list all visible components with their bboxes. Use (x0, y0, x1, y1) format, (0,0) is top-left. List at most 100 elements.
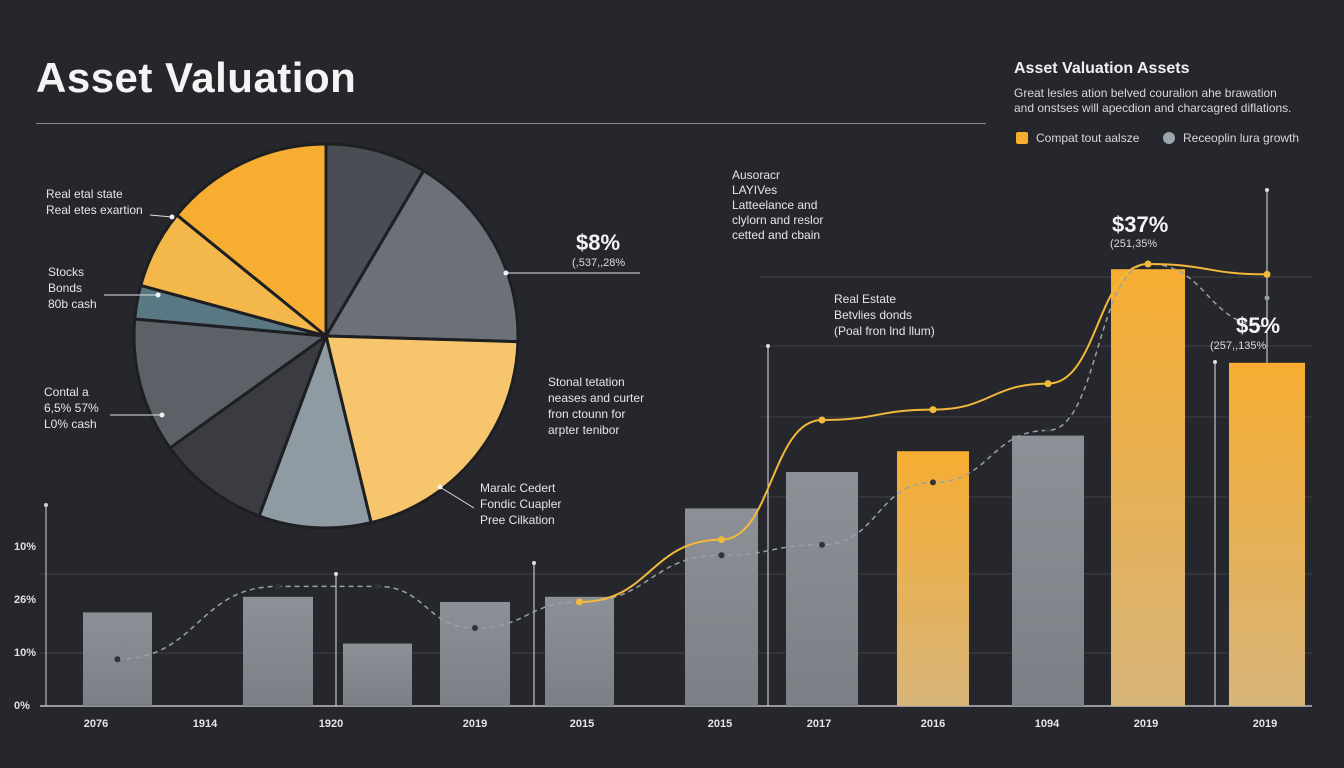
pie-slice-orange (174, 142, 328, 340)
pie-label-contal-line-2: 6,5% 57% (44, 401, 99, 415)
x-tick-label: 1920 (318, 718, 344, 730)
pie-label-stocks-line-1: Stocks (48, 265, 85, 279)
solid-line-point (1044, 380, 1052, 388)
bar-2017 (786, 472, 858, 706)
pie-label-stocks-line-2: Bonds (48, 281, 83, 295)
bar-2019 (440, 602, 510, 706)
solid-line-point (1263, 270, 1271, 278)
y-tick-label: 26% (14, 594, 37, 606)
bar-2015 (545, 596, 614, 706)
legend-item-1-label: Compat tout aalsze (1036, 131, 1140, 145)
marker-cap (1213, 360, 1217, 364)
annotation-ausoracr-line-4: clylorn and reslor (732, 213, 824, 227)
legend-subtitle: Great lesles ation belved couralion ahe … (1014, 86, 1334, 116)
leader-dot (437, 484, 443, 490)
bar-callout-2-sub: (257,,135% (1210, 340, 1267, 352)
pie-slice-charcoal (167, 331, 330, 518)
x-tick-label: 2019 (1133, 718, 1159, 730)
pie-label-real-estate: Real etal state Real etes exartion (46, 186, 143, 218)
title-divider (36, 123, 986, 124)
line-series-dashed (117, 263, 1268, 660)
solid-line-point (718, 536, 725, 544)
pie-label-contal: Contal a 6,5% 57% L0% cash (44, 384, 99, 432)
pie-slice-blue-gray (257, 330, 373, 530)
pie-slice-gray (323, 168, 520, 344)
page-title: Asset Valuation (36, 54, 357, 101)
marker-cap (334, 572, 338, 576)
solid-line-point (1144, 260, 1152, 268)
pie-label-maralc-line-3: Pree Cilkation (480, 513, 555, 527)
x-tick-label: 2019 (1252, 718, 1278, 730)
legend-item-1: Compat tout aalsze (1016, 131, 1139, 145)
bar-1920 (343, 643, 412, 706)
legend-item-2: Receoplin lura growth (1163, 131, 1299, 145)
leader-dot (159, 412, 165, 418)
legend-swatch-orange (1016, 132, 1028, 144)
bar-1914 (243, 596, 313, 706)
pie-layer (132, 142, 520, 530)
y-tick-label: 10% (14, 541, 37, 553)
marker-cap-lower (1264, 295, 1270, 301)
dashed-line-point (1045, 427, 1051, 434)
pie-label-maralc-line-2: Fondic Cuapler (480, 497, 562, 511)
annotation-ausoracr-line-3: Latteelance and (732, 198, 818, 212)
leader-dot (155, 292, 161, 298)
pie-slice-dark-slate (324, 142, 426, 342)
pie-label-stonal: Stonal tetation neases and curter fron c… (548, 374, 644, 438)
dashed-line-point (819, 541, 825, 548)
legend-subtitle-line-1: Great lesles ation belved couralion ahe … (1014, 86, 1277, 100)
annotation-ausoracr: Ausoracr LAYIVes Latteelance and clylorn… (732, 168, 823, 243)
x-tick-label: 2017 (806, 718, 832, 730)
pie-label-real-estate-line-2: Real etes exartion (46, 203, 143, 217)
marker-cap (766, 344, 770, 348)
leader-lines (104, 214, 640, 509)
legend-title: Asset Valuation Assets (1014, 60, 1190, 77)
pie-label-stonal-line-3: fron ctounn for (548, 407, 626, 421)
pie-slice-mid-gray (132, 317, 331, 451)
legend-swatch-gray (1163, 132, 1175, 144)
x-tick-label: 2076 (83, 718, 109, 730)
dashed-line-point (275, 583, 281, 590)
x-tick-label: 2019 (462, 718, 488, 730)
y-axis-cap (44, 503, 48, 507)
annotation-real-estate-line-1: Real Estate (834, 292, 897, 306)
x-tick-label: 2016 (920, 718, 946, 730)
x-tick-label: 2015 (707, 718, 733, 730)
legend-subtitle-line-2: and onstses will apecdion and charcagred… (1014, 101, 1292, 115)
pie-label-stonal-line-2: neases and curter (548, 391, 645, 405)
bar-2019 (1111, 269, 1185, 706)
pie-label-stocks: Stocks Bonds 80b cash (48, 264, 97, 312)
pie-slice-light-orange (324, 334, 520, 525)
leader-line (149, 214, 173, 218)
pie-label-contal-line-3: L0% cash (44, 417, 97, 431)
y-tick-label: 0% (14, 700, 30, 712)
pie-label-stonal-line-4: arpter tenibor (548, 423, 620, 437)
annotation-real-estate-line-2: Betvlies donds (834, 308, 913, 322)
pie-callout-sub: (,537,,28% (572, 257, 626, 269)
line-series-solid (579, 262, 1268, 603)
leader-dot (503, 270, 509, 276)
dashed-line-point (472, 625, 478, 631)
annotation-real-estate: Real Estate Betvlies donds (Poal fron ln… (834, 291, 935, 339)
y-tick-label: 10% (14, 647, 37, 659)
solid-line-point (818, 416, 826, 424)
x-tick-label: 2015 (569, 718, 595, 730)
x-tick-label: 1914 (192, 718, 218, 730)
bar-1094 (1012, 435, 1084, 706)
annotation-real-estate-line-3: (Poal fron lnd llum) (834, 324, 935, 338)
pie-label-contal-line-1: Contal a (44, 385, 89, 399)
annotation-ausoracr-line-1: Ausoracr (732, 168, 781, 182)
annotation-ausoracr-line-5: cetted and cbain (732, 228, 821, 242)
solid-line-point (929, 406, 937, 414)
legend-item-2-label: Receoplin lura growth (1183, 131, 1300, 145)
solid-line-point (576, 598, 583, 606)
pie-label-stocks-line-3: 80b cash (48, 297, 97, 311)
bar-callout-1-sub: (251,35% (1110, 238, 1158, 250)
dashed-line-point (930, 479, 936, 486)
pie-label-maralc: Maralc Cedert Fondic Cuapler Pree Cilkat… (480, 480, 561, 528)
leader-dot (169, 214, 175, 220)
dashed-line-point (114, 656, 121, 663)
marker-cap (532, 561, 536, 565)
